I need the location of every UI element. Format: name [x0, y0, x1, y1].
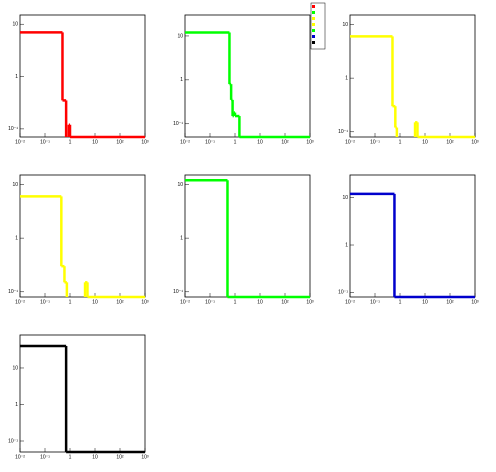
y-tick-label: 10⁻¹	[173, 289, 183, 295]
x-tick-label: 10²	[116, 139, 124, 145]
y-tick-label: 1	[15, 235, 18, 241]
x-tick-label: 10⁻¹	[205, 299, 215, 305]
x-tick-label: 10⁻²	[180, 139, 190, 145]
x-tick-label: 10⁻¹	[205, 139, 215, 145]
legend	[310, 2, 326, 50]
x-tick-label: 10²	[281, 139, 289, 145]
x-tick-label: 1	[234, 299, 237, 305]
y-tick-label: 10	[177, 33, 183, 39]
y-tick-label: 10	[12, 365, 18, 371]
panel: 10⁻² 10⁻¹ 1 10 10² 10³ 10⁻¹ 1 10	[8, 334, 149, 460]
y-tick-label: 10⁻¹	[8, 126, 18, 132]
y-tick-label: 1	[180, 77, 183, 83]
x-tick-label: 10	[92, 454, 98, 460]
x-tick-label: 10³	[141, 299, 149, 305]
panel: 10⁻² 10⁻¹ 1 10 10² 10³ 10⁻¹ 1 10	[338, 174, 479, 305]
x-tick-label: 10⁻¹	[370, 139, 380, 145]
panel: 10⁻² 10⁻¹ 1 10 10² 10³ 10⁻¹ 1 10	[173, 174, 314, 305]
y-tick-label: 1	[345, 242, 348, 248]
panel: 10⁻² 10⁻¹ 1 10 10² 10³ 10⁻¹ 1 10	[338, 14, 479, 145]
x-tick-label: 10⁻²	[15, 299, 25, 305]
legend-swatch	[312, 23, 315, 26]
x-tick-label: 10⁻²	[180, 299, 190, 305]
x-tick-label: 10²	[446, 139, 454, 145]
y-tick-label: 10	[12, 182, 18, 188]
x-tick-label: 10	[422, 299, 428, 305]
y-tick-label: 1	[345, 75, 348, 81]
x-tick-label: 10³	[471, 139, 479, 145]
x-tick-label: 1	[399, 299, 402, 305]
x-tick-label: 10	[92, 139, 98, 145]
y-tick-label: 10⁻¹	[338, 129, 348, 135]
x-tick-label: 10	[257, 139, 263, 145]
x-tick-label: 10⁻²	[15, 139, 25, 145]
x-tick-label: 10⁻²	[15, 454, 25, 460]
panel: 10⁻² 10⁻¹ 1 10 10² 10³ 10⁻¹ 1 10	[173, 14, 314, 145]
y-tick-label: 10	[177, 182, 183, 188]
y-tick-label: 10	[342, 22, 348, 28]
x-tick-label: 10³	[306, 299, 314, 305]
x-tick-label: 10²	[281, 299, 289, 305]
x-tick-label: 10⁻²	[345, 139, 355, 145]
legend-swatch	[312, 17, 315, 20]
y-tick-label: 1	[180, 235, 183, 241]
plot-frame	[349, 14, 476, 138]
y-tick-label: 10⁻¹	[8, 289, 18, 295]
legend-swatch	[312, 29, 315, 32]
x-tick-label: 10⁻¹	[40, 299, 50, 305]
x-tick-label: 10³	[306, 139, 314, 145]
x-tick-label: 10⁻²	[345, 299, 355, 305]
x-tick-label: 10³	[471, 299, 479, 305]
x-tick-label: 10	[257, 299, 263, 305]
x-tick-label: 10⁻¹	[40, 139, 50, 145]
y-tick-label: 1	[15, 402, 18, 408]
x-tick-label: 10⁻¹	[40, 454, 50, 460]
panel: 10⁻² 10⁻¹ 1 10 10² 10³ 10⁻¹ 1 10	[8, 174, 149, 305]
x-tick-label: 10	[422, 139, 428, 145]
y-tick-label: 10⁻¹	[338, 290, 348, 296]
y-tick-label: 10	[342, 195, 348, 201]
x-tick-label: 1	[399, 139, 402, 145]
legend-swatch	[312, 5, 315, 8]
legend-swatch	[312, 41, 315, 44]
x-tick-label: 10²	[446, 299, 454, 305]
x-tick-label: 1	[69, 139, 72, 145]
x-tick-label: 10²	[116, 299, 124, 305]
x-tick-label: 10⁻¹	[370, 299, 380, 305]
x-tick-label: 1	[69, 299, 72, 305]
legend-swatch	[312, 11, 315, 14]
y-tick-label: 10	[12, 22, 18, 28]
x-tick-label: 1	[69, 454, 72, 460]
plot-frame	[19, 174, 146, 298]
y-tick-label: 10⁻¹	[8, 438, 18, 444]
x-tick-label: 1	[234, 139, 237, 145]
x-tick-label: 10³	[141, 454, 149, 460]
x-tick-label: 10³	[141, 139, 149, 145]
x-tick-label: 10	[92, 299, 98, 305]
y-tick-label: 10⁻¹	[173, 121, 183, 127]
y-tick-label: 1	[15, 74, 18, 80]
legend-swatch	[312, 35, 315, 38]
panel: 10⁻² 10⁻¹ 1 10 10² 10³ 10⁻¹ 1 10	[8, 14, 149, 145]
x-tick-label: 10²	[116, 454, 124, 460]
